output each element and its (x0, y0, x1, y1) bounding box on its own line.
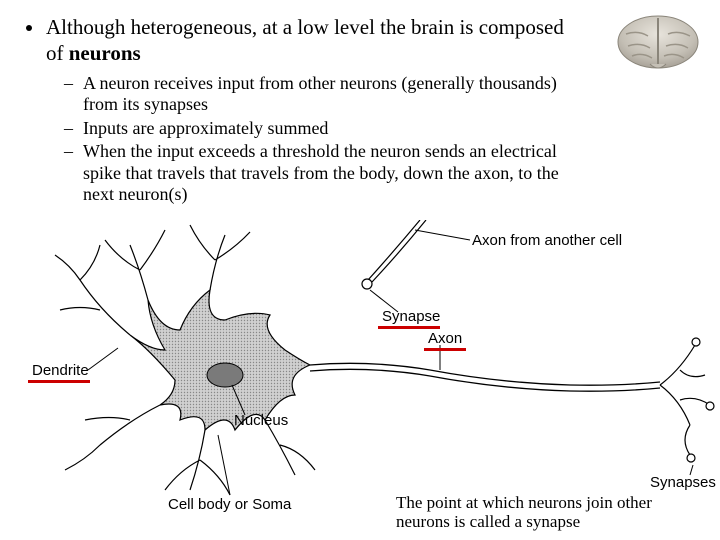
dash-icon: – (64, 118, 73, 140)
label-synapse: Synapse (382, 308, 440, 325)
underline-dendrite (28, 380, 90, 383)
label-axon-other: Axon from another cell (472, 232, 622, 249)
dash-icon: – (64, 73, 73, 95)
sub-bullet-item: – When the input exceeds a threshold the… (64, 141, 570, 206)
brain-icon (614, 12, 702, 74)
footer-caption: The point at which neurons join other ne… (396, 493, 696, 532)
sub-text: When the input exceeds a threshold the n… (83, 141, 570, 206)
label-cell-body: Cell body or Soma (168, 496, 291, 513)
sub-bullet-item: – A neuron receives input from other neu… (64, 73, 570, 116)
main-bold: neurons (69, 41, 141, 65)
neuron-diagram: Dendrite Nucleus Cell body or Soma Synap… (0, 220, 720, 520)
underline-synapse (378, 326, 440, 329)
label-axon: Axon (428, 330, 462, 347)
sub-bullet-list: – A neuron receives input from other neu… (64, 73, 700, 207)
sub-text: A neuron receives input from other neuro… (83, 73, 570, 116)
sub-bullet-item: – Inputs are approximately summed (64, 118, 570, 140)
sub-text: Inputs are approximately summed (83, 118, 328, 140)
main-bullet-text: Although heterogeneous, at a low level t… (46, 14, 580, 67)
bullet-dot-icon (26, 25, 32, 31)
label-nucleus: Nucleus (234, 412, 288, 429)
underline-axon (424, 348, 466, 351)
label-synapses: Synapses (650, 474, 716, 491)
main-bullet: Although heterogeneous, at a low level t… (20, 14, 700, 67)
dash-icon: – (64, 141, 73, 163)
label-dendrite: Dendrite (32, 362, 89, 379)
